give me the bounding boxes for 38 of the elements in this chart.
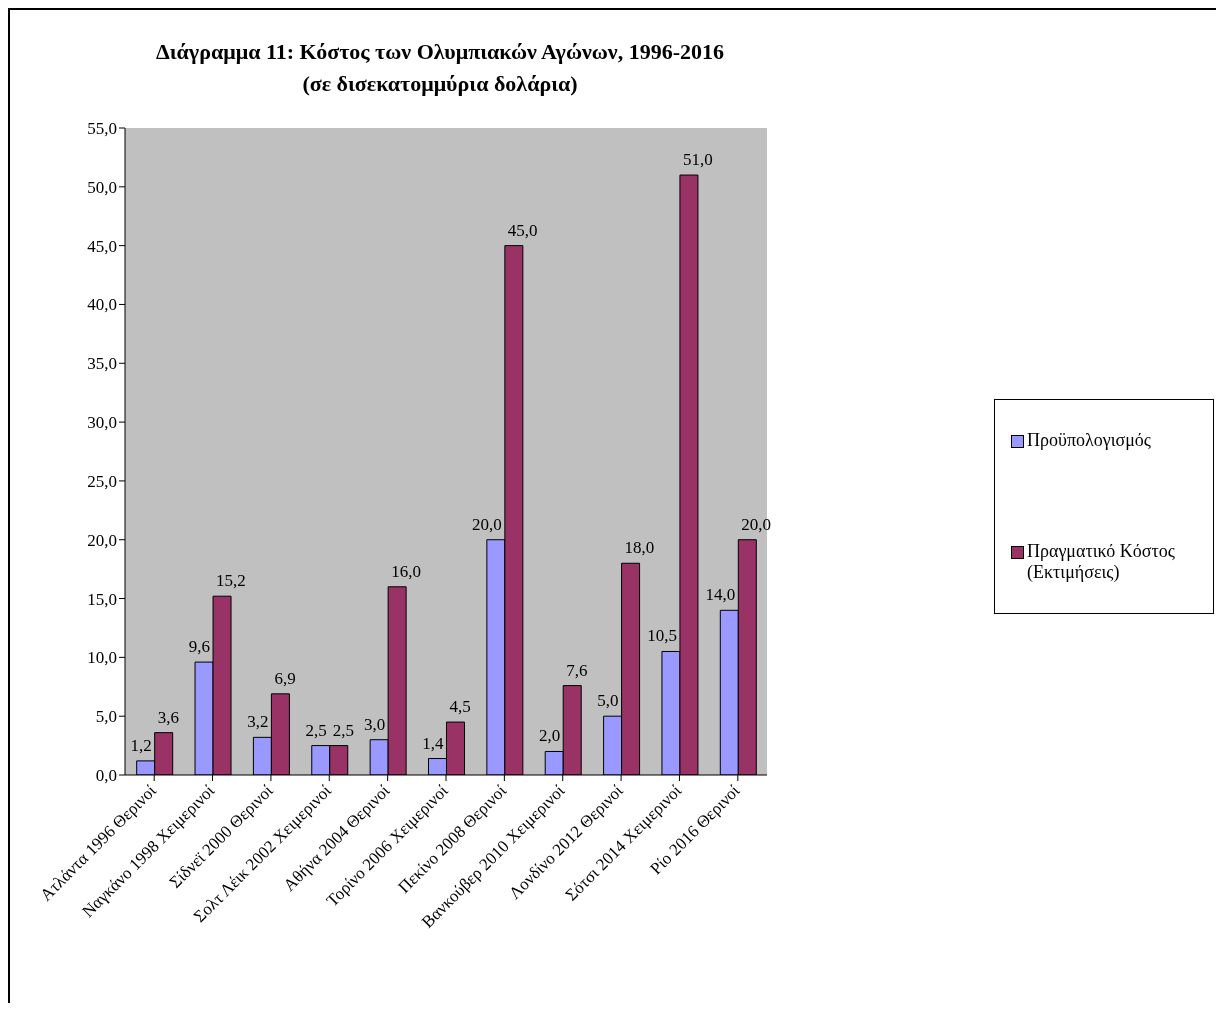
data-label: 16,0: [391, 561, 421, 581]
y-tick-label: 45,0: [87, 236, 117, 256]
data-label: 3,0: [363, 714, 386, 734]
data-label: 2,0: [538, 726, 561, 746]
chart-title: Διάγραμμα 11: Κόστος των Ολυμπιακών Αγώνων, 1996-2016: [154, 38, 726, 66]
data-label: 51,0: [682, 150, 713, 170]
data-label: 2,5: [305, 720, 327, 740]
y-tick-label: 10,0: [87, 648, 117, 668]
data-label: 9,6: [188, 637, 211, 657]
legend-label: Προϋπολογισμός: [1027, 430, 1152, 451]
data-label: 1,4: [422, 733, 444, 753]
data-label: 4,5: [449, 697, 471, 717]
y-tick-label: 5,0: [95, 707, 117, 727]
data-label: 6,9: [274, 668, 296, 688]
data-label: 10,5: [647, 626, 677, 646]
y-tick-label: 25,0: [87, 471, 117, 491]
data-label: 3,2: [247, 712, 269, 732]
legend-label: Πραγματικό Κόστος (Εκτιμήσεις): [1027, 541, 1176, 583]
y-tick-label: 0,0: [95, 766, 117, 786]
data-label: 20,0: [741, 514, 772, 534]
data-label: 5,0: [597, 691, 619, 711]
y-tick-label: 50,0: [87, 177, 117, 197]
data-label: 20,0: [472, 514, 502, 534]
data-label: 15,2: [216, 571, 246, 591]
y-tick-label: 30,0: [87, 413, 117, 433]
data-label: 3,6: [157, 707, 179, 727]
data-label: 1,2: [130, 735, 152, 755]
y-tick-label: 35,0: [87, 354, 117, 374]
data-label: 2,5: [332, 720, 355, 740]
data-label: 18,0: [624, 538, 655, 558]
y-tick-label: 55,0: [87, 119, 117, 139]
data-label: 45,0: [507, 220, 538, 240]
data-label: 14,0: [705, 585, 736, 605]
y-tick-label: 15,0: [87, 589, 117, 609]
chart-subtitle: (σε δισεκατομμύρια δολάρια): [301, 70, 579, 98]
y-tick-label: 20,0: [87, 530, 117, 550]
y-tick-label: 40,0: [87, 295, 117, 315]
data-label: 7,6: [566, 660, 588, 680]
